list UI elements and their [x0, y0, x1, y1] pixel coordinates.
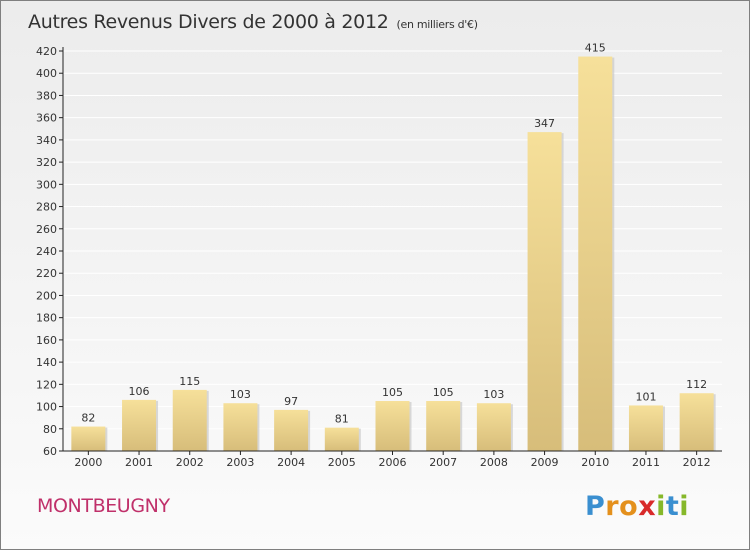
bar — [223, 403, 258, 451]
chart-title-text: Autres Revenus Divers de 2000 à 2012 — [28, 11, 389, 33]
y-tick-label: 280 — [36, 201, 57, 214]
y-tick-label: 400 — [36, 67, 57, 80]
data-label: 81 — [335, 413, 349, 426]
y-tick-label: 300 — [36, 178, 57, 191]
logo-letter: P — [585, 491, 606, 522]
bar — [426, 401, 461, 451]
commune-name: MONTBEUGNY — [37, 495, 170, 517]
chart-title: Autres Revenus Divers de 2000 à 2012 (en … — [28, 11, 478, 33]
bar — [324, 427, 359, 451]
data-label: 112 — [686, 378, 707, 391]
y-tick-label: 200 — [36, 289, 57, 302]
x-tick-label: 2001 — [125, 456, 153, 469]
y-tick-label: 220 — [36, 267, 57, 280]
data-label: 103 — [230, 388, 251, 401]
bar — [122, 399, 157, 451]
x-tick-label: 2008 — [480, 456, 508, 469]
x-tick-label: 2007 — [429, 456, 457, 469]
x-tick-label: 2012 — [683, 456, 711, 469]
data-label: 347 — [534, 117, 555, 130]
x-tick-label: 2006 — [379, 456, 407, 469]
y-tick-label: 60 — [43, 445, 57, 458]
x-tick-label: 2005 — [328, 456, 356, 469]
bar — [375, 401, 410, 451]
y-tick-label: 380 — [36, 89, 57, 102]
logo-letter: r — [605, 491, 620, 522]
x-tick-label: 2011 — [632, 456, 660, 469]
data-label: 115 — [179, 375, 200, 388]
logo-letter: t — [665, 491, 680, 522]
x-tick-label: 2010 — [581, 456, 609, 469]
data-label: 105 — [433, 386, 454, 399]
bar — [476, 403, 511, 451]
y-tick-label: 340 — [36, 134, 57, 147]
x-tick-label: 2002 — [176, 456, 204, 469]
y-tick-label: 100 — [36, 401, 57, 414]
y-tick-label: 320 — [36, 156, 57, 169]
bar — [628, 405, 663, 451]
chart-unit: (en milliers d'€) — [396, 18, 478, 31]
y-tick-label: 140 — [36, 356, 57, 369]
data-label: 101 — [635, 390, 656, 403]
y-tick-label: 360 — [36, 112, 57, 125]
bar — [274, 409, 309, 451]
x-tick-label: 2009 — [531, 456, 559, 469]
y-tick-label: 420 — [36, 45, 57, 58]
data-label: 103 — [483, 388, 504, 401]
x-tick-label: 2000 — [74, 456, 102, 469]
data-label: 415 — [585, 42, 606, 55]
logo-letter: x — [638, 491, 657, 522]
y-tick-label: 80 — [43, 423, 57, 436]
logo-letter: i — [679, 491, 690, 522]
bar — [172, 389, 207, 451]
data-label: 105 — [382, 386, 403, 399]
data-label: 82 — [81, 412, 95, 425]
y-tick-label: 180 — [36, 312, 57, 325]
data-label: 106 — [129, 385, 150, 398]
y-tick-label: 240 — [36, 245, 57, 258]
bar — [71, 426, 106, 451]
bar — [527, 132, 562, 451]
y-tick-label: 260 — [36, 223, 57, 236]
y-tick-label: 160 — [36, 334, 57, 347]
logo-letter: o — [619, 491, 639, 522]
bar — [679, 393, 714, 451]
y-tick-label: 120 — [36, 378, 57, 391]
bar — [578, 56, 613, 452]
x-tick-label: 2003 — [226, 456, 254, 469]
x-tick-label: 2004 — [277, 456, 305, 469]
logo-letter: i — [656, 491, 666, 522]
data-label: 97 — [284, 395, 298, 408]
proxiti-logo: Proxiti — [585, 491, 689, 522]
